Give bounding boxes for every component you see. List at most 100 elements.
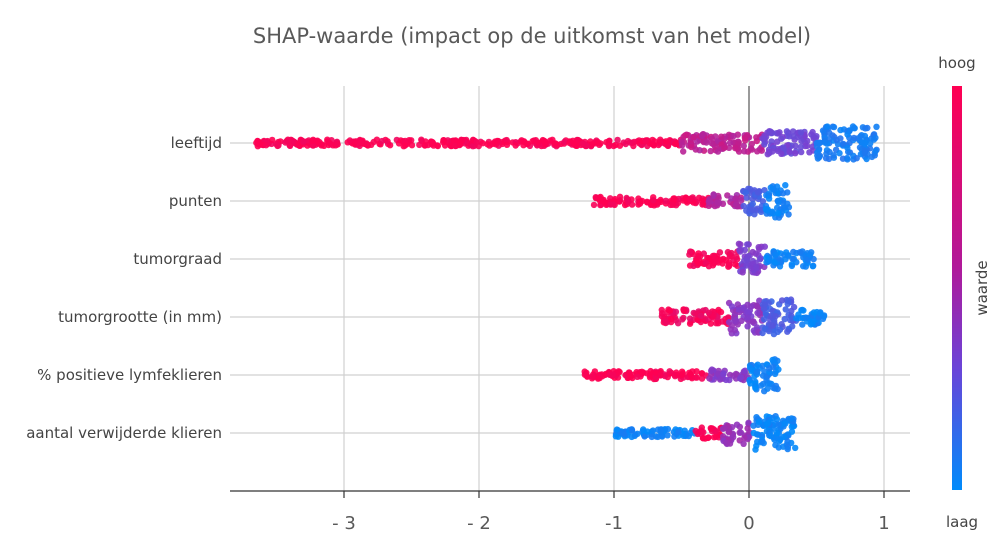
shap-point: [671, 433, 678, 440]
shap-point: [726, 371, 734, 379]
shap-point: [823, 150, 830, 157]
shap-point: [778, 321, 785, 328]
shap-point: [650, 197, 657, 204]
shap-point: [710, 191, 717, 199]
shap-point: [744, 309, 751, 316]
shap-point: [773, 429, 781, 437]
shap-point: [788, 428, 796, 435]
shap-point: [770, 425, 777, 432]
shap-point: [814, 152, 821, 159]
shap-point: [788, 423, 795, 430]
shap-point: [759, 198, 767, 205]
colorbar-gradient: [952, 86, 962, 490]
shap-point: [512, 142, 519, 149]
shap-point: [616, 142, 624, 149]
shap-point: [646, 371, 654, 378]
shap-point: [861, 149, 868, 157]
shap-point: [788, 415, 795, 422]
shap-point: [734, 301, 741, 308]
feature-label: tumorgrootte (in mm): [58, 308, 222, 326]
shap-point: [785, 252, 792, 259]
shap-point: [590, 201, 598, 209]
shap-point: [873, 123, 880, 130]
shap-point: [672, 140, 679, 148]
shap-point: [662, 138, 670, 145]
shap-point: [690, 134, 697, 141]
shap-point: [752, 446, 759, 453]
shap-point: [753, 134, 760, 141]
shap-point: [772, 251, 779, 258]
shap-point: [680, 314, 687, 322]
shap-point: [772, 313, 779, 320]
shap-point: [798, 148, 805, 156]
shap-point: [749, 206, 756, 213]
shap-point: [682, 132, 689, 139]
shap-point: [581, 371, 589, 378]
shap-point: [705, 198, 712, 205]
shap-point: [799, 306, 806, 314]
shap-point: [730, 132, 737, 140]
shap-point: [269, 136, 276, 144]
shap-point: [621, 431, 628, 438]
feature-label: leeftijd: [171, 134, 222, 152]
shap-point: [802, 314, 809, 321]
shap-point: [275, 142, 282, 149]
shap-point: [418, 136, 425, 143]
shap-point: [792, 142, 799, 150]
shap-point: [799, 321, 806, 328]
shap-point: [686, 320, 694, 327]
shap-point: [732, 196, 739, 203]
shap-point: [686, 369, 693, 376]
shap-point: [473, 138, 480, 146]
shap-point: [692, 146, 699, 153]
shap-point: [408, 142, 416, 149]
shap-point: [571, 140, 578, 148]
shap-point: [812, 135, 819, 142]
shap-point: [765, 327, 773, 335]
shap-point: [641, 433, 648, 440]
shap-point: [761, 135, 768, 142]
shap-point: [733, 421, 741, 428]
shap-point: [785, 297, 792, 304]
feature-label: % positieve lymfeklieren: [37, 366, 222, 384]
shap-point: [797, 143, 804, 151]
shap-point: [784, 189, 791, 196]
shap-point: [830, 123, 838, 131]
shap-point: [662, 197, 670, 204]
shap-point: [658, 310, 666, 317]
shap-point: [800, 263, 807, 270]
shap-point: [697, 312, 705, 319]
shap-point: [726, 440, 734, 447]
shap-point: [715, 306, 722, 314]
shap-point: [840, 140, 847, 148]
shap-point: [741, 434, 748, 442]
beeswarm-points: [253, 123, 880, 453]
shap-point: [300, 138, 307, 145]
shap-point: [846, 139, 853, 147]
shap-point: [853, 155, 860, 162]
shap-point: [609, 371, 616, 378]
shap-point: [771, 259, 778, 266]
shap-point: [708, 367, 715, 374]
shap-point: [761, 243, 768, 250]
shap-point: [725, 314, 732, 321]
colorbar-title: waarde: [973, 260, 991, 315]
shap-point: [666, 307, 673, 314]
shap-point: [754, 303, 761, 310]
shap-point: [696, 260, 703, 267]
shap-point: [732, 144, 739, 152]
shap-point: [401, 142, 409, 149]
shap-point: [754, 189, 762, 196]
shap-point: [762, 310, 769, 317]
shap-point: [774, 147, 781, 155]
shap-point: [726, 253, 733, 260]
shap-point: [739, 269, 746, 276]
shap-point: [503, 141, 511, 148]
shap-point: [767, 432, 774, 440]
shap-point: [792, 444, 799, 452]
shap-point: [796, 249, 804, 256]
shap-point: [825, 155, 833, 163]
shap-point: [664, 432, 671, 439]
shap-point: [786, 133, 793, 140]
shap-point: [594, 375, 602, 382]
